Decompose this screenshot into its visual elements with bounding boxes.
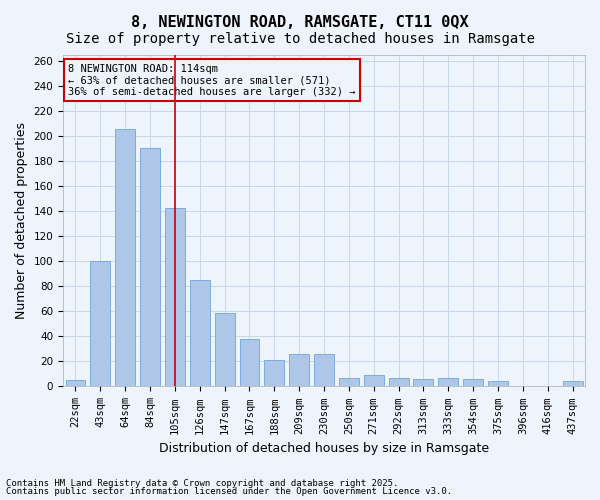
Bar	[91, 262, 110, 386]
Bar	[265, 360, 284, 386]
Text: Contains public sector information licensed under the Open Government Licence v3: Contains public sector information licen…	[6, 487, 452, 496]
Text: 8 NEWINGTON ROAD: 114sqm
← 63% of detached houses are smaller (571)
36% of semi-: 8 NEWINGTON ROAD: 114sqm ← 63% of detach…	[68, 64, 356, 97]
Bar	[413, 379, 433, 386]
Bar	[389, 378, 409, 386]
Bar	[215, 312, 235, 386]
X-axis label: Distribution of detached houses by size in Ramsgate: Distribution of detached houses by size …	[159, 442, 489, 455]
Y-axis label: Number of detached properties: Number of detached properties	[15, 122, 28, 319]
Text: Contains HM Land Registry data © Crown copyright and database right 2025.: Contains HM Land Registry data © Crown c…	[6, 478, 398, 488]
Bar	[165, 208, 185, 386]
Bar	[314, 354, 334, 386]
Bar	[65, 380, 85, 386]
Bar	[339, 378, 359, 386]
Bar	[364, 375, 383, 386]
Bar	[140, 148, 160, 386]
Bar	[463, 379, 483, 386]
Text: Size of property relative to detached houses in Ramsgate: Size of property relative to detached ho…	[65, 32, 535, 46]
Bar	[488, 382, 508, 386]
Bar	[115, 129, 135, 386]
Bar	[190, 280, 209, 386]
Bar	[439, 378, 458, 386]
Bar	[239, 339, 259, 386]
Text: 8, NEWINGTON ROAD, RAMSGATE, CT11 0QX: 8, NEWINGTON ROAD, RAMSGATE, CT11 0QX	[131, 15, 469, 30]
Bar	[289, 354, 309, 386]
Bar	[563, 382, 583, 386]
